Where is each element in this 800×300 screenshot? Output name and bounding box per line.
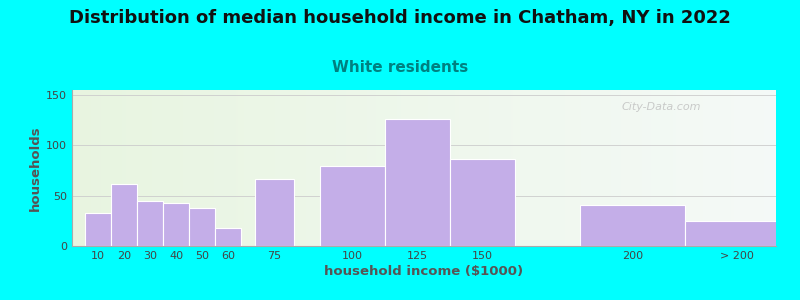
Bar [581, 205, 685, 246]
Text: Distribution of median household income in Chatham, NY in 2022: Distribution of median household income … [69, 9, 731, 27]
Bar [450, 159, 515, 246]
Text: City-Data.com: City-Data.com [621, 103, 701, 112]
Bar [163, 203, 190, 246]
Bar [215, 228, 242, 246]
Bar [385, 119, 450, 246]
Bar [320, 167, 385, 246]
Bar [685, 221, 789, 246]
Bar [111, 184, 137, 246]
Bar [137, 201, 163, 246]
Text: White residents: White residents [332, 60, 468, 75]
Bar [254, 178, 294, 246]
X-axis label: household income ($1000): household income ($1000) [325, 265, 523, 278]
Bar [190, 208, 215, 246]
Y-axis label: households: households [29, 125, 42, 211]
Bar [85, 213, 111, 246]
